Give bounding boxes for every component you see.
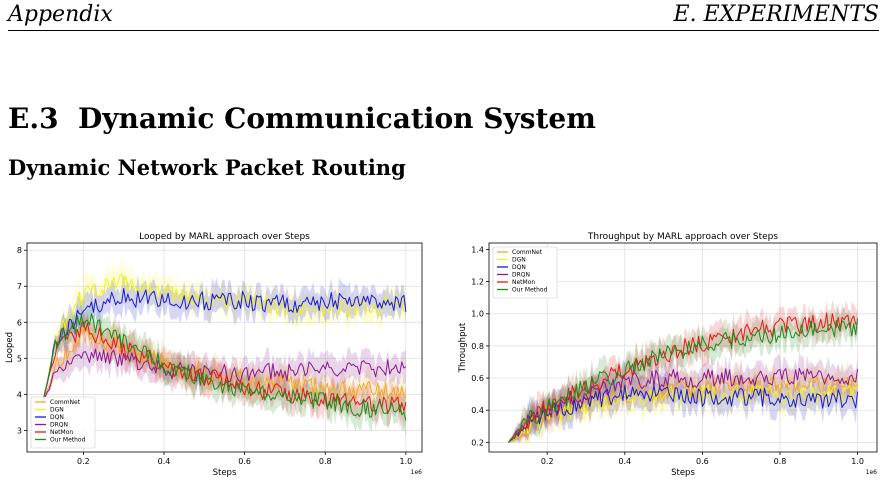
series-lines: [507, 312, 859, 443]
y-tick-label: 6: [17, 318, 22, 327]
series-line-dqn: [42, 288, 407, 402]
band-dgn: [508, 368, 858, 452]
series-line-dgn: [42, 273, 407, 402]
section-number: E.3: [8, 102, 59, 135]
band-dgn: [43, 258, 406, 402]
y-tick-label: 0.4: [471, 406, 484, 415]
y-tick-label: 7: [17, 282, 22, 291]
section-title-text: Dynamic Communication System: [78, 102, 596, 135]
series-lines: [42, 273, 407, 421]
x-tick-label: 0.8: [774, 457, 787, 466]
legend-label-dgn: DGN: [512, 257, 526, 264]
y-tick-label: 1.4: [471, 245, 484, 254]
legend-box: [30, 396, 96, 449]
header-left-text: Appendix: [8, 2, 113, 27]
x-axis-offset-label: 1e6: [866, 469, 878, 476]
y-tick-label: 3: [17, 426, 22, 435]
series-line-drqn: [508, 367, 859, 443]
y-tick-label: 4: [17, 390, 22, 399]
chart-title: Looped by MARL approach over Steps: [139, 232, 310, 242]
subsection-title: Dynamic Network Packet Routing: [8, 155, 406, 180]
y-tick-label: 5: [17, 354, 22, 363]
x-tick-label: 0.2: [77, 457, 90, 466]
legend-label-dqn: DQN: [512, 264, 526, 271]
chart-title: Throughput by MARL approach over Steps: [587, 232, 778, 242]
band-netmon: [508, 299, 858, 443]
x-axis-label: Steps: [213, 468, 237, 478]
x-tick-label: 0.4: [618, 457, 631, 466]
series-line-drqn: [42, 348, 407, 402]
throughput-chart: 0.2 0.4 0.6 0.8 1.0 0.2 0.4 0.6 0.8 1.0 1.2 1.4 Thro…: [458, 232, 878, 478]
y-tick-label: 1.2: [471, 278, 484, 287]
series-line-dqn: [508, 384, 859, 443]
x-axis-label: Steps: [671, 468, 695, 478]
legend-label-netmon: NetMon: [50, 429, 73, 436]
running-header: Appendix E. EXPERIMENTS: [8, 0, 879, 31]
y-axis-label: Looped: [5, 332, 15, 363]
legend-label-dqn: DQN: [50, 414, 64, 421]
band-drqn: [508, 351, 858, 444]
series-line-our-method: [42, 313, 407, 421]
x-axis-offset-label: 1e6: [411, 469, 423, 476]
legend-label-drqn: DRQN: [512, 272, 530, 279]
header-right-text: E. EXPERIMENTS: [673, 2, 879, 27]
y-tick-label: 0.2: [471, 438, 484, 447]
x-tick-label: 0.6: [238, 457, 251, 466]
y-tick-label: 8: [17, 246, 22, 255]
legend-box: [492, 246, 558, 299]
legend-label-our-method: Our Method: [512, 287, 548, 294]
x-tick-label: 0.8: [319, 457, 332, 466]
legend-label-our-method: Our Method: [50, 437, 86, 444]
series-line-netmon: [42, 321, 407, 415]
x-tick-label: 0.4: [158, 457, 171, 466]
y-tick-label: 0.6: [471, 374, 484, 383]
legend-label-commnet: CommNet: [512, 249, 543, 256]
legend-label-drqn: DRQN: [50, 422, 68, 429]
series-line-netmon: [508, 312, 858, 443]
confidence-bands: [508, 299, 858, 452]
band-dqn: [43, 274, 406, 402]
y-tick-label: 0.8: [471, 342, 484, 351]
axes-frame: [488, 242, 878, 453]
series-line-our-method: [507, 318, 859, 443]
y-axis-label: Throughput: [458, 322, 468, 373]
axes-frame: [26, 242, 423, 453]
x-tick-label: 1.0: [851, 457, 864, 466]
band-our-method: [508, 303, 858, 443]
x-tick-label: 1.0: [400, 457, 413, 466]
y-tick-label: 1.0: [471, 310, 484, 319]
legend-label-netmon: NetMon: [512, 279, 535, 286]
x-tick-label: 0.2: [541, 457, 554, 466]
legend-label-dgn: DGN: [50, 407, 64, 414]
x-tick-label: 0.6: [696, 457, 709, 466]
band-drqn: [43, 336, 406, 402]
legend-label-commnet: CommNet: [50, 399, 81, 406]
section-title: E.3 Dynamic Communication System: [8, 102, 596, 135]
looped-chart: 0.2 0.4 0.6 0.8 1.0 3 4 5 6 7 8 Looped by MARL appr…: [5, 232, 423, 478]
